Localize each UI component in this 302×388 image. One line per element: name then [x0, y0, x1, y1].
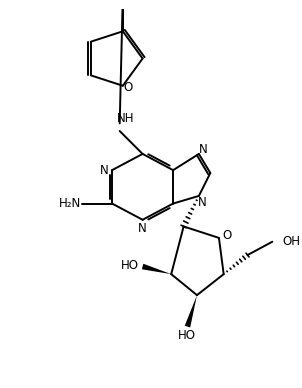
- Text: O: O: [222, 229, 231, 241]
- Text: OH: OH: [282, 235, 300, 248]
- Text: N: N: [100, 164, 109, 177]
- Text: N: N: [199, 143, 208, 156]
- Text: O: O: [123, 81, 132, 94]
- Text: N: N: [138, 222, 147, 235]
- Polygon shape: [142, 264, 171, 274]
- Polygon shape: [185, 295, 197, 327]
- Text: HO: HO: [178, 329, 195, 342]
- Text: H₂N: H₂N: [59, 197, 81, 210]
- Text: N: N: [198, 196, 207, 209]
- Text: HO: HO: [121, 259, 139, 272]
- Text: NH: NH: [117, 112, 134, 125]
